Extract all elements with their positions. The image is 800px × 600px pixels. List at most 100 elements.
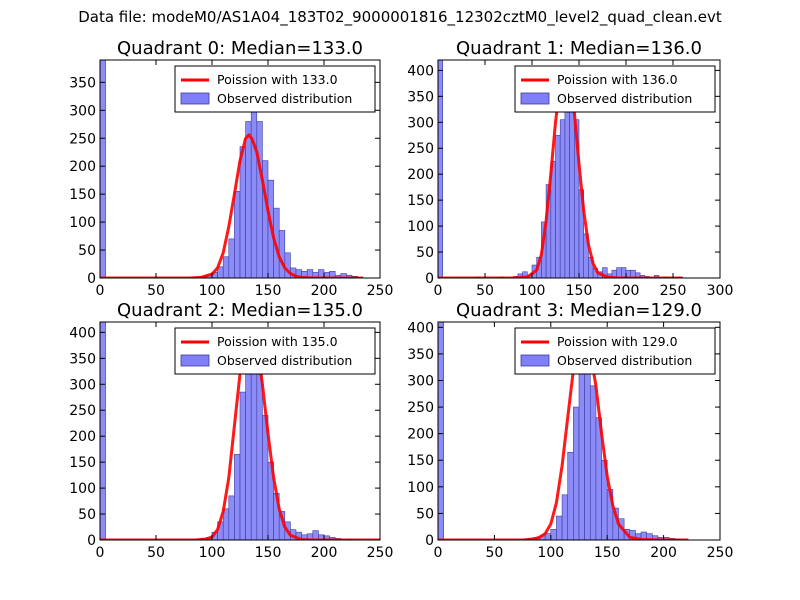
y-tick-label: 350 bbox=[407, 89, 434, 105]
y-tick-label: 250 bbox=[407, 141, 434, 157]
histogram-bar bbox=[569, 96, 575, 278]
histogram-bars bbox=[100, 60, 358, 278]
y-tick-label: 250 bbox=[69, 131, 96, 147]
axes-frame bbox=[99, 59, 381, 279]
y-tick-label: 0 bbox=[87, 271, 96, 287]
y-tick-label: 150 bbox=[69, 455, 96, 471]
x-tick-label: 250 bbox=[707, 545, 734, 561]
histogram-bar bbox=[616, 267, 622, 278]
histogram-bar bbox=[228, 495, 235, 540]
quadrant-1-panel: 0 50 100 150 200 250 300 0 50 100 150 200 250 300 350 4… bbox=[407, 38, 733, 299]
legend-bar-label: Observed distribution bbox=[217, 91, 352, 106]
y-tick-label: 400 bbox=[69, 325, 96, 341]
histogram-bar bbox=[556, 515, 563, 540]
y-tick-label: 50 bbox=[416, 245, 434, 261]
histogram-bar bbox=[234, 191, 241, 278]
legend-bar-label: Observed distribution bbox=[217, 353, 352, 368]
axes-frame bbox=[99, 321, 381, 541]
y-tick-label: 400 bbox=[407, 63, 434, 79]
panel-title: Quadrant 0: Median=133.0 bbox=[117, 38, 363, 59]
histogram-bar bbox=[245, 358, 252, 540]
histogram-bar bbox=[559, 119, 566, 278]
axes-frame bbox=[437, 321, 721, 541]
y-tick-label: 200 bbox=[69, 159, 96, 175]
legend-bar-swatch bbox=[180, 354, 210, 367]
histogram-bar bbox=[100, 60, 106, 278]
x-tick-label: 150 bbox=[255, 545, 282, 561]
x-tick-label: 100 bbox=[199, 283, 226, 299]
y-tick-label: 150 bbox=[69, 187, 96, 203]
y-tick-label: 300 bbox=[407, 373, 434, 389]
quadrant-2-panel: 0 50 100 150 200 250 0 50 100 150 200 250 300 350 400 Q… bbox=[69, 300, 393, 561]
x-tick-label: 250 bbox=[660, 283, 687, 299]
histogram-bar bbox=[245, 121, 252, 278]
histogram-bar bbox=[567, 451, 574, 540]
x-tick-label: 200 bbox=[311, 545, 338, 561]
y-tick-label: 150 bbox=[407, 193, 434, 209]
histogram-bar bbox=[256, 121, 263, 278]
y-tick-label: 350 bbox=[69, 75, 96, 91]
y-tick-label: 100 bbox=[69, 481, 96, 497]
legend: Poission with 129.0 Observed distribution bbox=[514, 327, 716, 375]
histogram-bar bbox=[228, 238, 235, 278]
x-tick-label: 200 bbox=[311, 283, 338, 299]
x-tick-label: 0 bbox=[434, 283, 443, 299]
legend-bar-label: Observed distribution bbox=[557, 353, 692, 368]
histogram-bar bbox=[234, 454, 241, 540]
histogram-bar bbox=[250, 352, 258, 540]
quadrant-0-panel: 0 50 100 150 200 250 0 50 100 150 200 250 300 350 Quad… bbox=[69, 38, 393, 299]
y-tick-label: 200 bbox=[69, 429, 96, 445]
panel-title: Quadrant 1: Median=136.0 bbox=[456, 38, 702, 59]
x-tick-label: 300 bbox=[707, 283, 734, 299]
y-tick-label: 50 bbox=[416, 506, 434, 522]
legend-line-label: Poission with 129.0 bbox=[557, 334, 678, 349]
histogram-bar bbox=[256, 368, 263, 540]
x-tick-label: 200 bbox=[650, 545, 677, 561]
x-tick-label: 100 bbox=[199, 545, 226, 561]
y-tick-label: 200 bbox=[407, 427, 434, 443]
y-tick-label: 0 bbox=[87, 533, 96, 549]
histogram-bar bbox=[438, 322, 444, 540]
y-tick-label: 50 bbox=[78, 507, 96, 523]
x-tick-label: 0 bbox=[96, 545, 105, 561]
y-tick-label: 100 bbox=[69, 215, 96, 231]
y-tick-label: 300 bbox=[69, 377, 96, 393]
histogram-bar bbox=[438, 60, 443, 278]
legend-bar-swatch bbox=[520, 92, 550, 105]
legend-line-label: Poission with 133.0 bbox=[217, 72, 338, 87]
panel-title: Quadrant 2: Median=135.0 bbox=[117, 300, 363, 321]
histogram-bar bbox=[222, 256, 230, 278]
x-tick-label: 150 bbox=[255, 283, 282, 299]
histogram-bar bbox=[239, 391, 246, 540]
y-tick-label: 100 bbox=[407, 219, 434, 235]
legend-line-label: Poission with 136.0 bbox=[557, 72, 678, 87]
x-tick-label: 100 bbox=[519, 283, 546, 299]
panel-title: Quadrant 3: Median=129.0 bbox=[456, 300, 702, 321]
x-tick-label: 50 bbox=[147, 545, 165, 561]
x-tick-label: 150 bbox=[594, 545, 621, 561]
x-tick-label: 0 bbox=[96, 283, 105, 299]
x-tick-label: 150 bbox=[566, 283, 593, 299]
x-tick-label: 50 bbox=[476, 283, 494, 299]
y-tick-label: 0 bbox=[425, 271, 434, 287]
histogram-bar bbox=[602, 267, 608, 278]
y-tick-label: 300 bbox=[69, 103, 96, 119]
legend: Poission with 133.0 Observed distribution bbox=[174, 65, 376, 113]
figure-suptitle: Data file: modeM0/AS1A04_183T02_90000018… bbox=[78, 8, 722, 26]
x-tick-label: 250 bbox=[367, 545, 394, 561]
y-tick-label: 150 bbox=[407, 453, 434, 469]
y-tick-label: 400 bbox=[407, 320, 434, 336]
x-tick-label: 200 bbox=[613, 283, 640, 299]
y-tick-label: 350 bbox=[69, 351, 96, 367]
y-tick-label: 200 bbox=[407, 167, 434, 183]
legend: Poission with 135.0 Observed distribution bbox=[174, 327, 376, 375]
histogram-bar bbox=[573, 406, 580, 540]
y-tick-label: 300 bbox=[407, 115, 434, 131]
histogram-bar bbox=[239, 146, 246, 278]
legend-line-label: Poission with 135.0 bbox=[217, 334, 338, 349]
histogram-bar bbox=[561, 494, 569, 540]
y-tick-label: 0 bbox=[425, 533, 434, 549]
histogram-bar bbox=[278, 230, 286, 278]
quadrant-3-panel: 0 50 100 150 200 250 0 50 100 150 200 250 300 350 400 Q… bbox=[407, 300, 733, 561]
